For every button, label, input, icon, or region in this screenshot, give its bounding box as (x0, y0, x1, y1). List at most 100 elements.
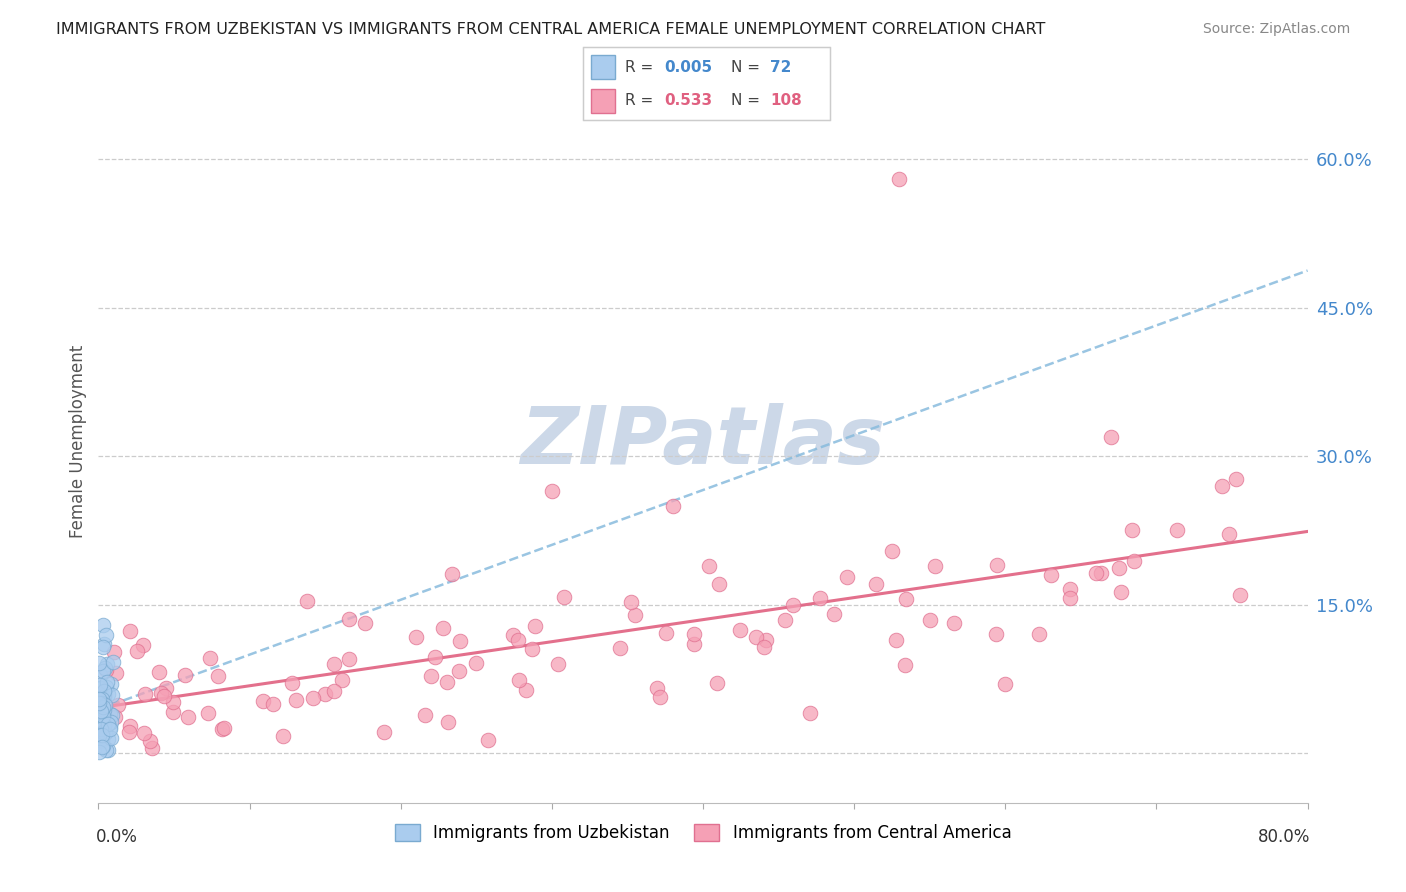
Point (93, 703, 115, 717)
Point (420, 669, 443, 683)
Point (197, 706, 219, 720)
Point (1211, 478, 1233, 492)
Point (118, 624, 141, 638)
Point (107, 698, 129, 712)
Point (89, 694, 111, 708)
Point (94, 713, 117, 727)
Point (1028, 626, 1050, 640)
Point (924, 559, 946, 574)
Point (87, 745, 110, 759)
Point (93, 709, 115, 723)
Point (100, 731, 122, 746)
Point (90, 704, 112, 718)
Point (90, 717, 112, 731)
Point (97, 687, 120, 701)
Point (96, 657, 118, 672)
Point (97, 743, 120, 757)
Point (271, 729, 294, 743)
Point (337, 651, 360, 665)
Point (90, 696, 112, 710)
Text: ZIPatlas: ZIPatlas (520, 402, 886, 481)
Point (553, 591, 575, 605)
Point (93, 721, 115, 735)
Point (90, 728, 112, 742)
Point (405, 630, 427, 644)
Point (176, 710, 198, 724)
Point (1229, 589, 1251, 603)
Point (90, 731, 112, 746)
Text: N =: N = (731, 93, 765, 108)
Point (103, 644, 125, 658)
Point (437, 714, 460, 729)
Point (889, 172, 911, 186)
Point (93, 683, 115, 698)
Point (91, 685, 114, 699)
Point (90, 692, 112, 706)
Point (752, 640, 775, 654)
Point (994, 677, 1017, 691)
Point (609, 640, 631, 655)
Point (884, 633, 907, 648)
Point (413, 708, 436, 723)
Point (1084, 566, 1107, 580)
Point (94, 743, 117, 757)
Point (1090, 566, 1112, 580)
Point (91, 617, 114, 632)
Point (89, 681, 111, 695)
Point (98, 720, 121, 734)
Point (1166, 523, 1188, 537)
Legend: Immigrants from Uzbekistan, Immigrants from Central America: Immigrants from Uzbekistan, Immigrants f… (388, 817, 1018, 848)
Point (648, 690, 671, 704)
Point (91, 739, 114, 753)
Point (104, 710, 127, 724)
Point (91, 690, 114, 704)
Point (986, 627, 1008, 641)
Point (683, 637, 706, 651)
Point (134, 687, 156, 701)
Text: N =: N = (731, 60, 765, 75)
Point (337, 612, 360, 626)
Point (524, 619, 547, 633)
Point (90, 706, 112, 720)
Point (808, 591, 831, 605)
Point (100, 688, 122, 702)
Point (942, 616, 965, 631)
Point (745, 630, 768, 644)
Point (449, 634, 471, 648)
Point (314, 687, 336, 701)
Point (94, 723, 117, 738)
Point (91, 640, 114, 654)
Point (132, 725, 155, 739)
Point (773, 613, 796, 627)
Point (520, 641, 543, 656)
Point (174, 668, 197, 682)
Point (93, 718, 115, 732)
Point (682, 627, 704, 641)
Text: 0.533: 0.533 (665, 93, 713, 108)
Point (540, 483, 562, 498)
Text: R =: R = (626, 60, 658, 75)
Point (96, 675, 118, 690)
Point (508, 673, 530, 687)
Text: R =: R = (626, 93, 658, 108)
Point (623, 607, 645, 622)
Point (91, 719, 114, 733)
Point (515, 682, 537, 697)
Point (465, 656, 488, 670)
Point (90, 727, 112, 741)
Point (330, 673, 353, 687)
Point (706, 676, 728, 690)
Point (94, 680, 117, 694)
Point (432, 621, 454, 635)
Point (93, 726, 115, 740)
Point (865, 576, 887, 591)
Point (100, 677, 122, 691)
Point (198, 650, 221, 665)
Point (93, 690, 115, 705)
Point (1109, 585, 1132, 599)
Point (1225, 472, 1247, 486)
FancyBboxPatch shape (591, 89, 616, 113)
Point (93, 687, 115, 701)
Point (323, 657, 346, 672)
Point (894, 592, 917, 607)
